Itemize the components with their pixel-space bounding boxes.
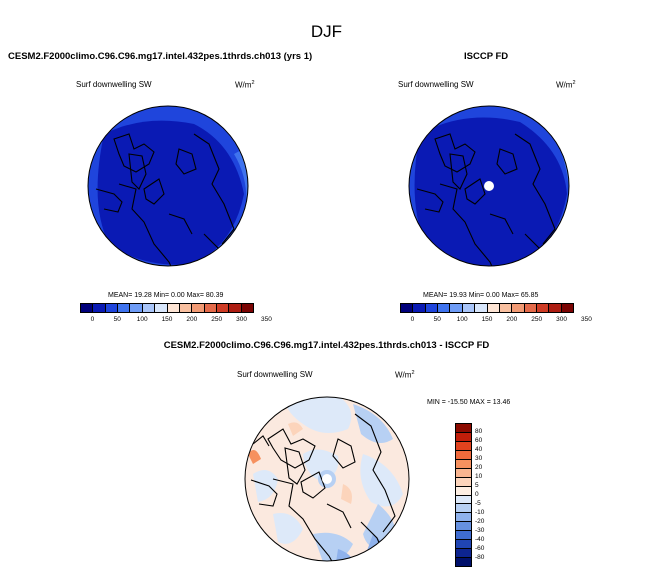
colorbar-tick-label: -30: [475, 527, 485, 534]
colorbar-tick-label: 250: [531, 316, 543, 323]
colorbar-tick-label: 200: [186, 316, 198, 323]
diff-polar-map: [244, 396, 410, 562]
colorbar-tick-label: 50: [113, 316, 121, 323]
colorbar-swatch: [456, 522, 471, 532]
colorbar-swatch: [456, 432, 471, 442]
colorbar-swatch: [456, 531, 471, 541]
obs-stats: MEAN= 19.93 Min= 0.00 Max= 65.85: [423, 292, 539, 299]
colorbar-tick-label: 30: [475, 455, 483, 462]
colorbar-swatch: [93, 304, 106, 312]
colorbar-swatch: [456, 504, 471, 514]
colorbar-swatch: [216, 304, 230, 312]
diff-colorbar: [455, 423, 472, 567]
colorbar-swatch: [118, 304, 131, 312]
diff-units-label: W/m2: [395, 370, 415, 380]
colorbar-tick-label: -40: [475, 536, 485, 543]
diff-panel-title: CESM2.F2000climo.C96.C96.mg17.intel.432p…: [163, 340, 490, 351]
colorbar-tick-label: 100: [136, 316, 148, 323]
colorbar-swatch: [81, 304, 94, 312]
colorbar-tick-label: 100: [456, 316, 468, 323]
colorbar-tick-label: -5: [475, 500, 481, 507]
colorbar-tick-label: 250: [211, 316, 223, 323]
diff-coastlines: [250, 413, 396, 561]
colorbar-swatch: [512, 304, 525, 312]
colorbar-swatch: [499, 304, 513, 312]
model-colorbar: [80, 303, 254, 313]
colorbar-tick-label: 0: [475, 491, 479, 498]
model-stats: MEAN= 19.28 Min= 0.00 Max= 80.39: [108, 292, 224, 299]
colorbar-tick-label: 200: [506, 316, 518, 323]
colorbar-swatch: [425, 304, 439, 312]
colorbar-swatch: [155, 304, 168, 312]
colorbar-swatch: [462, 304, 476, 312]
colorbar-swatch: [561, 304, 574, 312]
colorbar-swatch: [456, 540, 471, 550]
colorbar-swatch: [413, 304, 426, 312]
season-title: DJF: [310, 22, 343, 41]
diff-stats: MIN = -15.50 MAX = 13.46: [427, 399, 511, 406]
obs-polar-map: [408, 105, 570, 267]
colorbar-swatch: [179, 304, 193, 312]
colorbar-swatch: [204, 304, 217, 312]
colorbar-tick-label: 5: [475, 482, 479, 489]
colorbar-swatch: [456, 424, 471, 433]
model-variable-label: Surf downwelling SW: [76, 80, 152, 89]
colorbar-tick-label: 300: [236, 316, 247, 323]
colorbar-tick-label: -60: [475, 545, 485, 552]
colorbar-tick-label: 0: [410, 316, 415, 323]
colorbar-tick-label: 150: [161, 316, 173, 323]
colorbar-swatch: [142, 304, 156, 312]
colorbar-swatch: [487, 304, 500, 312]
colorbar-swatch: [456, 558, 471, 566]
colorbar-swatch: [475, 304, 488, 312]
colorbar-tick-label: -20: [475, 518, 485, 525]
colorbar-tick-label: 40: [475, 446, 483, 453]
colorbar-swatch: [456, 468, 471, 478]
colorbar-swatch: [130, 304, 143, 312]
colorbar-tick-label: 20: [475, 464, 483, 471]
diff-pole-missing-marker: [322, 474, 332, 484]
model-coastlines: [95, 133, 235, 266]
colorbar-swatch: [192, 304, 205, 312]
colorbar-swatch: [241, 304, 254, 312]
obs-variable-label: Surf downwelling SW: [398, 80, 474, 89]
colorbar-swatch: [456, 549, 471, 559]
colorbar-swatch: [167, 304, 180, 312]
colorbar-swatch: [456, 450, 471, 460]
colorbar-swatch: [229, 304, 242, 312]
colorbar-swatch: [456, 459, 471, 469]
colorbar-swatch: [401, 304, 414, 312]
obs-panel-title: ISCCP FD: [464, 51, 509, 62]
model-polar-map: [87, 105, 249, 267]
model-panel-title: CESM2.F2000climo.C96.C96.mg17.intel.432p…: [8, 51, 313, 62]
colorbar-swatch: [456, 477, 471, 487]
obs-pole-missing-marker: [484, 181, 494, 191]
colorbar-tick-label: 10: [475, 473, 483, 480]
colorbar-swatch: [456, 513, 471, 523]
colorbar-tick-label: 350: [580, 316, 592, 323]
colorbar-swatch: [105, 304, 119, 312]
colorbar-swatch: [549, 304, 562, 312]
diff-variable-label: Surf downwelling SW: [237, 370, 313, 379]
colorbar-tick-label: 80: [475, 428, 483, 435]
colorbar-tick-label: 350: [260, 316, 272, 323]
colorbar-swatch: [456, 495, 471, 505]
colorbar-tick-label: -10: [475, 509, 485, 516]
colorbar-tick-label: 0: [90, 316, 95, 323]
colorbar-tick-label: -80: [475, 554, 485, 561]
colorbar-tick-label: 300: [556, 316, 567, 323]
obs-colorbar: [400, 303, 574, 313]
colorbar-swatch: [536, 304, 550, 312]
model-units-label: W/m2: [235, 80, 255, 90]
colorbar-tick-label: 50: [433, 316, 441, 323]
obs-units-label: W/m2: [556, 80, 576, 90]
colorbar-swatch: [456, 441, 471, 451]
colorbar-tick-label: 150: [481, 316, 493, 323]
colorbar-swatch: [450, 304, 463, 312]
colorbar-swatch: [438, 304, 451, 312]
diff-field: [248, 397, 403, 561]
colorbar-tick-label: 60: [475, 437, 483, 444]
colorbar-swatch: [524, 304, 537, 312]
colorbar-swatch: [456, 486, 471, 496]
